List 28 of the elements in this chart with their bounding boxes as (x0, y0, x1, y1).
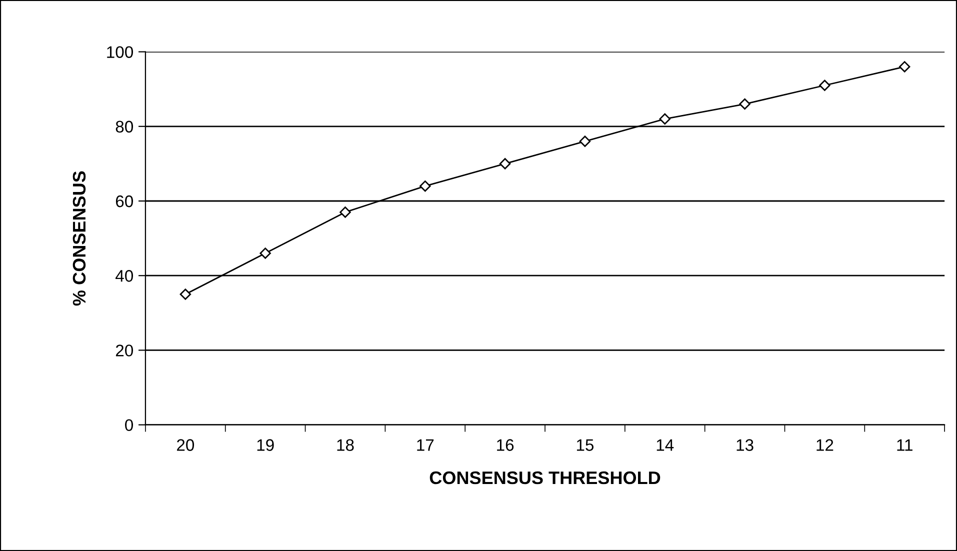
y-tick-label: 80 (116, 120, 134, 133)
x-tick-label: 11 (897, 439, 912, 451)
x-axis-title: CONSENSUS THRESHOLD (430, 471, 660, 484)
point (420, 180, 431, 192)
y-axis-title: % CONSENSUS (72, 171, 86, 306)
y-tick-label: 20 (116, 344, 134, 356)
point (340, 206, 351, 218)
x-tick-label: 14 (656, 439, 674, 451)
y-tick-label: 100 (107, 46, 134, 58)
x-tick-label: 20 (176, 439, 194, 451)
point (579, 136, 591, 147)
point (899, 61, 910, 72)
x-tick-label: 13 (736, 439, 754, 451)
y-tick-label: 60 (116, 195, 134, 208)
point (659, 113, 670, 125)
y-tick-label: 40 (116, 270, 134, 282)
x-tick-label: 18 (337, 439, 354, 451)
point (499, 158, 511, 170)
point (180, 288, 192, 300)
y-tick-label: 0 (125, 419, 134, 432)
x-tick-label: 15 (576, 439, 594, 451)
x-tick-label: 16 (497, 439, 514, 451)
point (260, 248, 271, 259)
x-tick-label: 12 (816, 439, 834, 451)
point (819, 80, 830, 91)
x-tick-label: 17 (417, 439, 434, 451)
point (739, 98, 750, 110)
x-tick-label: 19 (257, 439, 274, 451)
